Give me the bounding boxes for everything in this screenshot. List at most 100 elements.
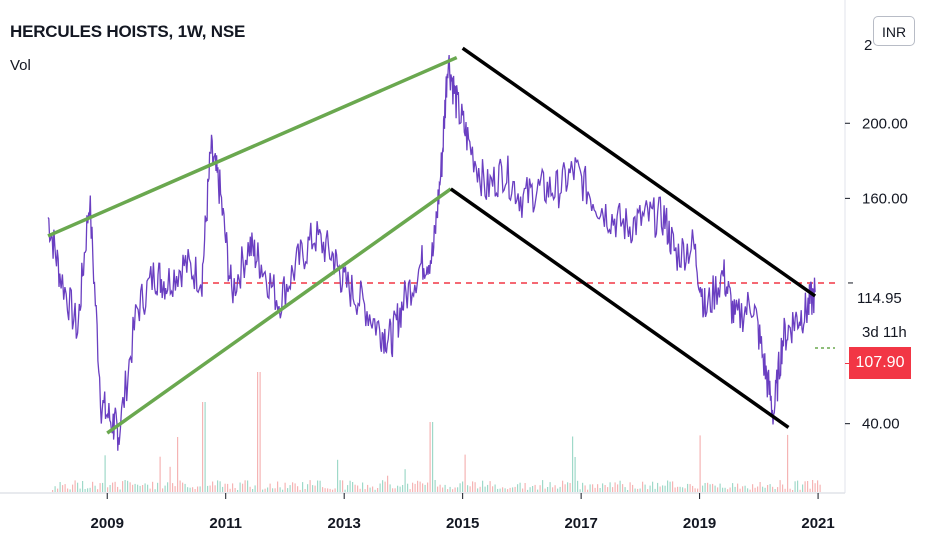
volume-bar bbox=[477, 488, 479, 492]
volume-bar bbox=[814, 483, 816, 492]
volume-bar bbox=[697, 488, 699, 492]
volume-indicator-label[interactable]: Vol bbox=[10, 57, 31, 74]
volume-bar bbox=[582, 482, 584, 492]
volume-bar bbox=[534, 484, 536, 492]
volume-bar bbox=[574, 457, 576, 492]
volume-bar bbox=[179, 480, 181, 492]
volume-bar bbox=[432, 422, 434, 492]
volume-bar bbox=[712, 483, 714, 492]
volume-bar bbox=[489, 481, 491, 492]
volume-bar bbox=[84, 489, 86, 492]
volume-bar bbox=[539, 485, 541, 492]
last-price-tick bbox=[845, 363, 850, 364]
volume-bar bbox=[247, 480, 249, 492]
volume-bar bbox=[259, 372, 261, 492]
volume-bar bbox=[304, 489, 306, 492]
volume-bar bbox=[767, 485, 769, 492]
volume-bar bbox=[667, 480, 669, 492]
price-series-line[interactable] bbox=[47, 54, 816, 451]
volume-bar bbox=[97, 489, 99, 492]
volume-bar bbox=[494, 484, 496, 492]
volume-bar bbox=[672, 481, 674, 492]
volume-bar bbox=[802, 484, 804, 492]
volume-bar bbox=[809, 488, 811, 492]
volume-bar bbox=[454, 487, 456, 492]
volume-bar bbox=[127, 480, 129, 492]
volume-bar bbox=[154, 489, 156, 492]
volume-bar bbox=[464, 454, 466, 492]
volume-bar bbox=[604, 485, 606, 492]
channel-lower-trendline[interactable] bbox=[449, 187, 790, 429]
volume-bar bbox=[429, 422, 431, 492]
volume-bar bbox=[522, 488, 524, 492]
volume-bar bbox=[707, 482, 709, 492]
volume-bar bbox=[329, 488, 331, 492]
volume-bar bbox=[472, 481, 474, 492]
volume-bar bbox=[112, 482, 114, 492]
volume-bar bbox=[89, 487, 91, 492]
volume-bar bbox=[389, 484, 391, 492]
volume-bar bbox=[584, 485, 586, 492]
x-tick-label: 2013 bbox=[327, 515, 360, 532]
volume-bar bbox=[519, 482, 521, 492]
volume-bar bbox=[342, 480, 344, 492]
volume-bar bbox=[72, 484, 74, 492]
price-label-114: 114.95 bbox=[857, 290, 902, 307]
volume-bar bbox=[794, 481, 796, 492]
volume-bar bbox=[192, 487, 194, 492]
y-tick-label: 160.00 bbox=[862, 190, 908, 207]
volume-bar bbox=[229, 488, 231, 492]
volume-bar bbox=[804, 481, 806, 492]
volume-bar bbox=[507, 489, 509, 492]
volume-bar bbox=[649, 485, 651, 492]
volume-bar bbox=[759, 482, 761, 492]
upper-green-trendline[interactable] bbox=[47, 55, 458, 238]
volume-bar bbox=[459, 483, 461, 492]
volume-bar bbox=[682, 487, 684, 492]
volume-bar bbox=[284, 482, 286, 492]
x-tick-label: 2009 bbox=[91, 515, 124, 532]
volume-bar bbox=[674, 487, 676, 492]
volume-bar bbox=[274, 488, 276, 492]
volume-bar bbox=[124, 480, 126, 492]
volume-bar bbox=[397, 485, 399, 492]
volume-bar bbox=[612, 487, 614, 492]
volume-bar bbox=[474, 482, 476, 492]
volume-bar bbox=[747, 488, 749, 492]
volume-bar bbox=[797, 480, 799, 492]
volume-bar bbox=[742, 486, 744, 492]
currency-button[interactable]: INR bbox=[873, 16, 915, 46]
volume-bar bbox=[297, 486, 299, 492]
volume-bar bbox=[684, 488, 686, 492]
volume-bar bbox=[564, 484, 566, 492]
volume-bar bbox=[174, 486, 176, 492]
volume-bar bbox=[109, 485, 111, 492]
volume-bar bbox=[107, 487, 109, 492]
volume-bar bbox=[207, 485, 209, 492]
volume-bar bbox=[692, 485, 694, 492]
volume-bar bbox=[549, 482, 551, 492]
volume-bar bbox=[189, 487, 191, 492]
volume-bar bbox=[222, 486, 224, 492]
volume-bar bbox=[224, 483, 226, 492]
volume-bar bbox=[289, 485, 291, 492]
volume-bar bbox=[339, 480, 341, 492]
volume-bar bbox=[314, 485, 316, 492]
volume-bar bbox=[819, 484, 821, 492]
volume-bar bbox=[227, 483, 229, 492]
volume-bar bbox=[62, 485, 64, 492]
volume-bar bbox=[447, 489, 449, 492]
channel-upper-trendline[interactable] bbox=[461, 46, 817, 298]
lower-green-trendline[interactable] bbox=[106, 187, 452, 435]
volume-bar bbox=[209, 485, 211, 492]
volume-bar bbox=[367, 484, 369, 492]
volume-bar bbox=[267, 487, 269, 492]
volume-bar bbox=[257, 372, 259, 492]
volume-bar bbox=[319, 480, 321, 492]
volume-bar bbox=[67, 488, 69, 492]
volume-bar bbox=[634, 488, 636, 492]
volume-bar bbox=[544, 488, 546, 492]
volume-bar bbox=[699, 435, 701, 492]
volume-bar bbox=[629, 482, 631, 492]
